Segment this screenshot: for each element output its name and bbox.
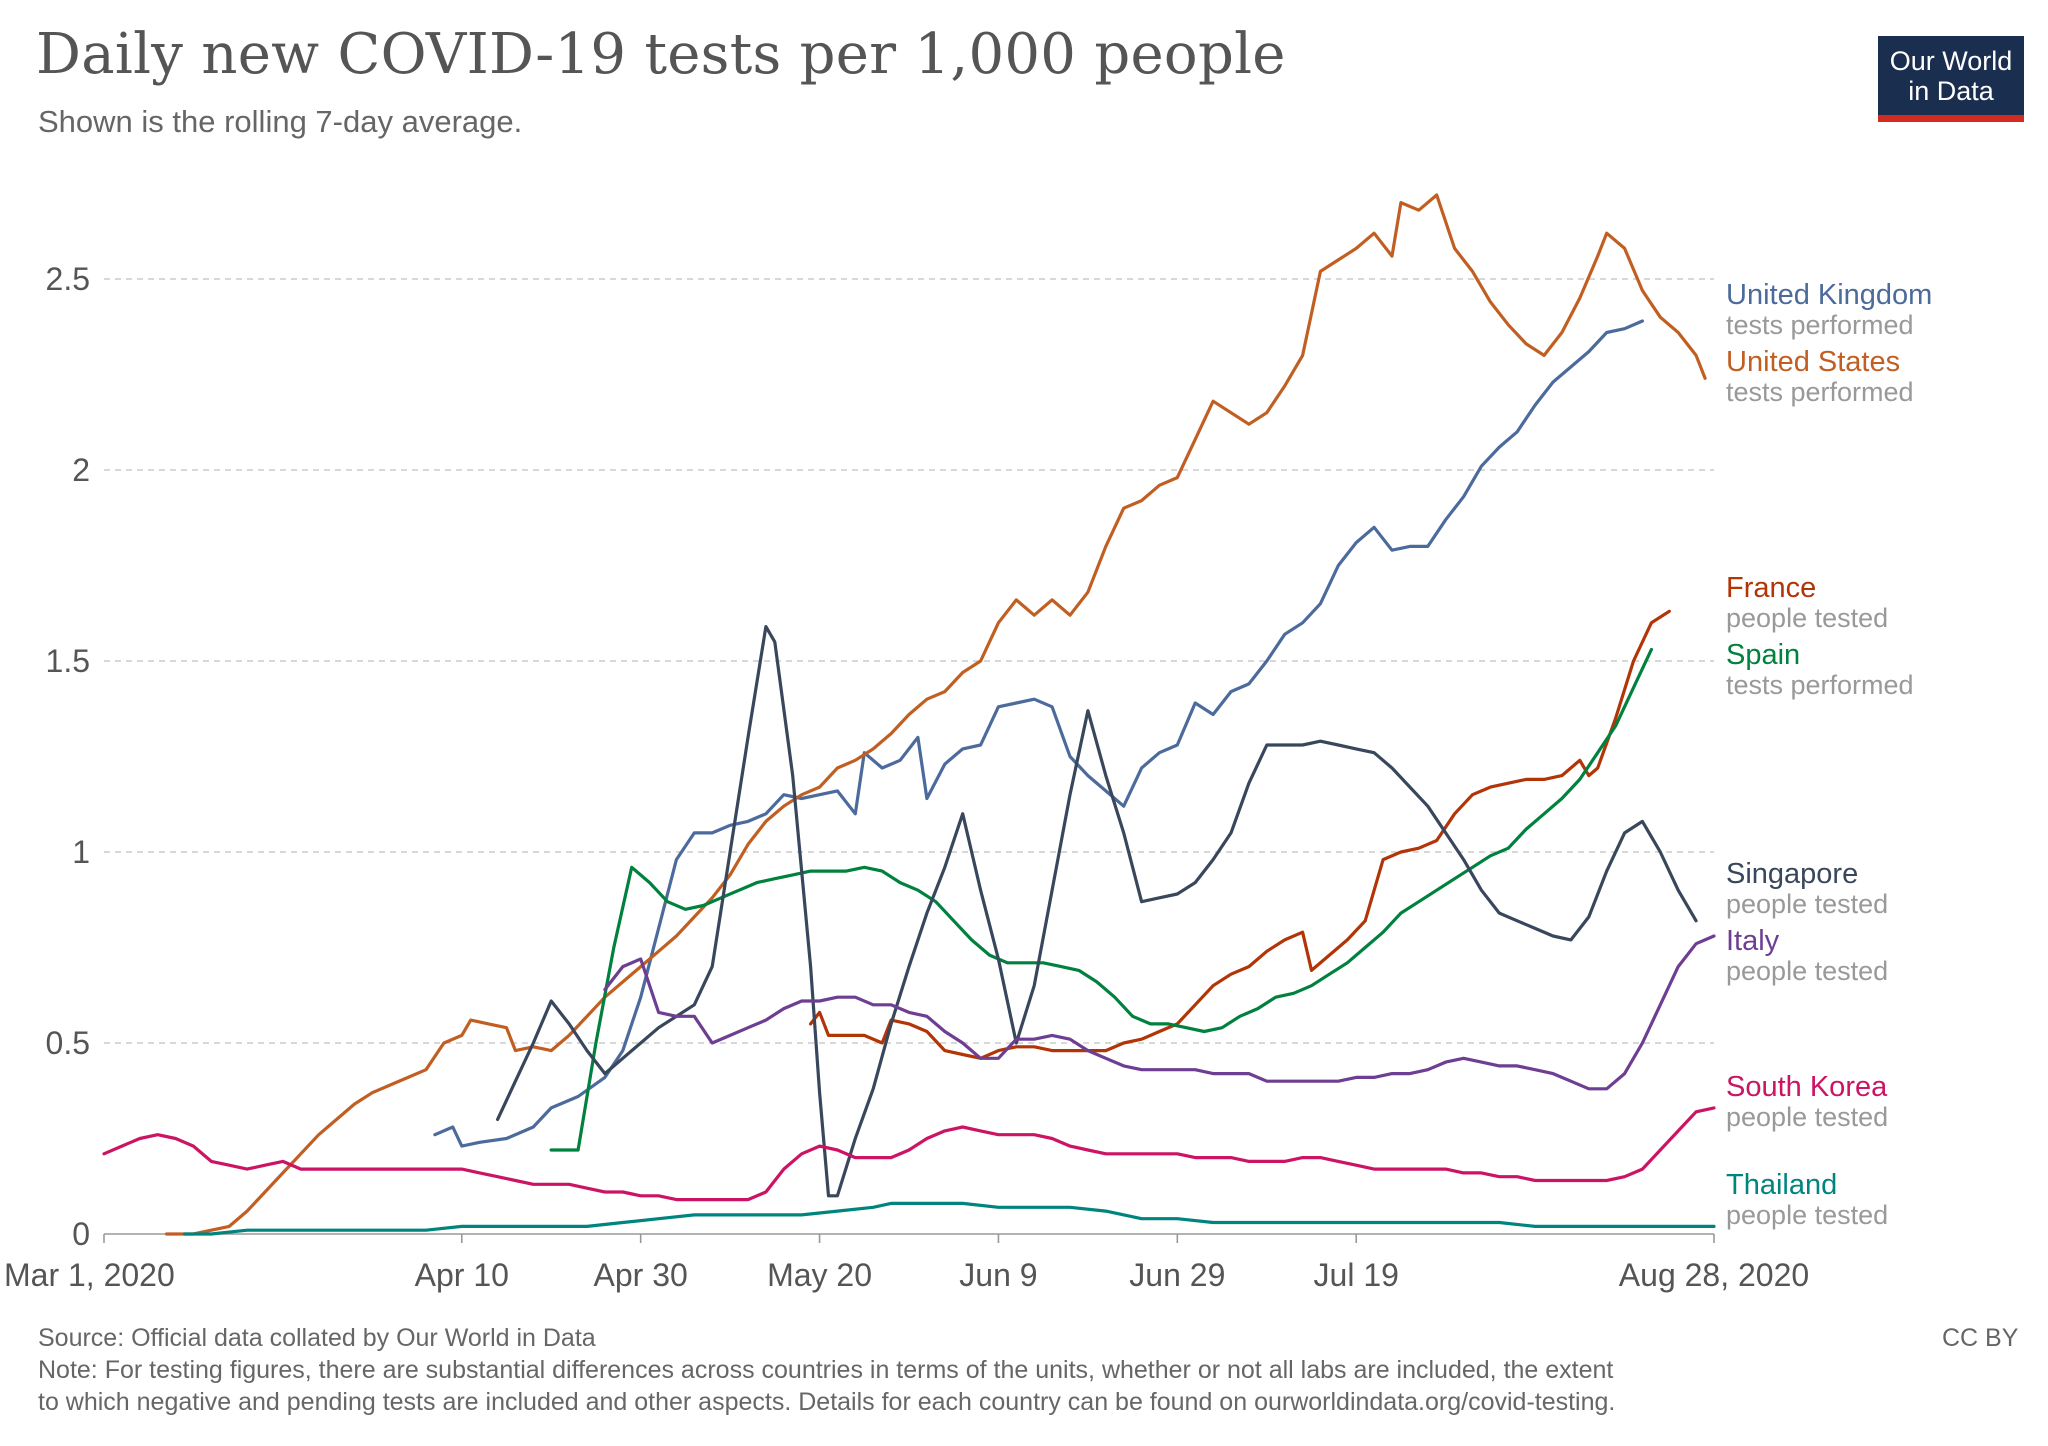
series-line-south-korea — [102, 1106, 1716, 1202]
series-line-italy — [603, 934, 1716, 1091]
legend-sub-singapore: people tested — [1726, 889, 1888, 919]
x-tick-label: Jul 19 — [1314, 1257, 1399, 1293]
x-tick-label: Apr 30 — [594, 1257, 688, 1293]
x-tick-label: Jun 9 — [959, 1257, 1037, 1293]
owid-logo[interactable]: Our World in Data — [1878, 36, 2024, 122]
series-line-france — [809, 609, 1671, 1060]
series-line-singapore — [496, 625, 1698, 1198]
x-tick-label: May 20 — [767, 1257, 872, 1293]
series-line-spain — [549, 647, 1653, 1152]
series-line-thailand — [182, 1201, 1716, 1236]
legend-name-france: France — [1726, 572, 1816, 604]
y-tick-label: 0 — [72, 1216, 90, 1252]
y-tick-label: 1.5 — [46, 643, 90, 679]
x-tick-label: Apr 10 — [415, 1257, 509, 1293]
legend-name-united-kingdom: United Kingdom — [1726, 279, 1932, 311]
chart-subtitle: Shown is the rolling 7-day average. — [38, 104, 523, 139]
note-line-2: to which negative and pending tests are … — [38, 1388, 1616, 1416]
y-tick-label: 2.5 — [46, 261, 90, 297]
legend-name-singapore: Singapore — [1726, 858, 1858, 890]
legend-name-thailand: Thailand — [1726, 1169, 1837, 1201]
legend-sub-united-states: tests performed — [1726, 377, 1914, 407]
license-text[interactable]: CC BY — [1942, 1324, 2019, 1352]
legend-sub-south-korea: people tested — [1726, 1102, 1888, 1132]
source-text: Source: Official data collated by Our Wo… — [38, 1324, 596, 1352]
y-tick-label: 0.5 — [46, 1025, 90, 1061]
legend-name-south-korea: South Korea — [1726, 1071, 1888, 1103]
legend-sub-united-kingdom: tests performed — [1726, 310, 1914, 340]
series-line-united-kingdom — [433, 319, 1644, 1148]
note-line-1: Note: For testing figures, there are sub… — [38, 1356, 1614, 1384]
y-tick-label: 1 — [72, 834, 90, 870]
legend-sub-italy: people tested — [1726, 956, 1888, 986]
series-line-united-states — [165, 193, 1707, 1236]
x-tick-label: Mar 1, 2020 — [4, 1257, 175, 1293]
chart-title: Daily new COVID-19 tests per 1,000 peopl… — [36, 22, 1286, 87]
legend-sub-france: people tested — [1726, 603, 1888, 633]
legend-name-united-states: United States — [1726, 346, 1900, 378]
x-tick-label: Aug 28, 2020 — [1619, 1257, 1809, 1293]
x-tick-label: Jun 29 — [1129, 1257, 1225, 1293]
logo-line-2: in Data — [1908, 76, 1994, 106]
legend-sub-spain: tests performed — [1726, 670, 1914, 700]
legend-name-italy: Italy — [1726, 925, 1780, 957]
y-tick-label: 2 — [72, 452, 90, 488]
logo-line-1: Our World — [1889, 46, 2013, 76]
legend-sub-thailand: people tested — [1726, 1200, 1888, 1230]
legend-name-spain: Spain — [1726, 639, 1800, 671]
